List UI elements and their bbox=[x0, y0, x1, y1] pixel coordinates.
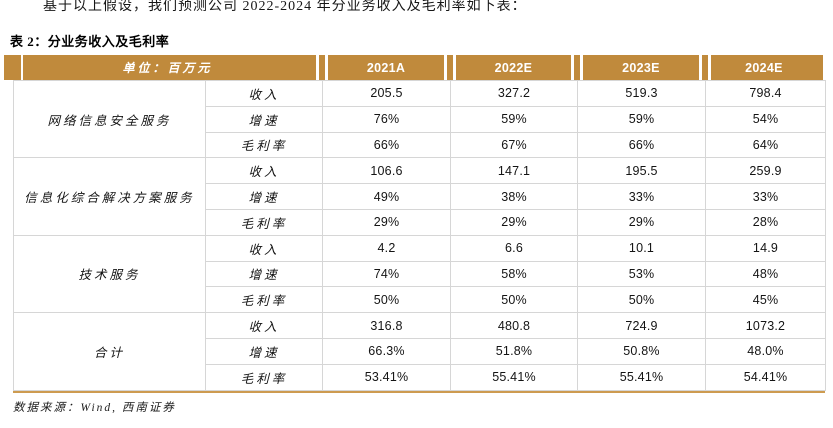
value-cell: 195.5 bbox=[577, 157, 706, 185]
value-cell: 51.8% bbox=[450, 337, 578, 365]
value-cell: 48% bbox=[705, 260, 826, 288]
table-row: 增速 74% 58% 53% 48% bbox=[14, 260, 826, 288]
unit-header-label: 单位：百万元 bbox=[122, 61, 213, 75]
category-cell: 合计 bbox=[13, 312, 206, 391]
value-cell: 53% bbox=[577, 260, 706, 288]
value-cell: 724.9 bbox=[577, 312, 706, 339]
table-row: 毛利率 50% 50% 50% 45% bbox=[14, 286, 826, 314]
header-divider bbox=[699, 55, 711, 80]
table-row: 合计 收入 316.8 480.8 724.9 1073.2 bbox=[13, 312, 826, 391]
metric-cell: 毛利率 bbox=[205, 286, 323, 314]
value-cell: 480.8 bbox=[450, 312, 578, 339]
header-divider bbox=[444, 55, 456, 80]
table-title: 表 2：分业务收入及毛利率 bbox=[10, 34, 170, 49]
metric-cell: 收入 bbox=[205, 312, 323, 339]
metric-cell: 增速 bbox=[205, 183, 323, 210]
metric-cell: 增速 bbox=[205, 337, 323, 365]
metric-cell: 收入 bbox=[205, 234, 323, 262]
table-row: 毛利率 53.41% 55.41% 55.41% 54.41% bbox=[14, 363, 826, 391]
value-cell: 147.1 bbox=[450, 157, 578, 185]
year-header-2021a: 2021A bbox=[366, 60, 406, 75]
value-cell: 66% bbox=[322, 131, 451, 159]
value-cell: 67% bbox=[450, 131, 578, 159]
value-cell: 53.41% bbox=[322, 363, 451, 391]
header-divider bbox=[21, 55, 23, 80]
value-cell: 59% bbox=[577, 105, 706, 133]
value-cell: 29% bbox=[450, 208, 578, 236]
table-row: 增速 49% 38% 33% 33% bbox=[14, 183, 826, 210]
value-cell: 29% bbox=[322, 208, 451, 236]
table-row: 毛利率 29% 29% 29% 28% bbox=[14, 208, 826, 236]
value-cell: 64% bbox=[705, 131, 826, 159]
value-cell: 4.2 bbox=[322, 234, 451, 262]
value-cell: 49% bbox=[322, 183, 451, 210]
metric-cell: 增速 bbox=[205, 260, 323, 288]
table-row: 网络信息安全服务 收入 205.5 327.2 519.3 798.4 bbox=[13, 79, 826, 159]
value-cell: 6.6 bbox=[450, 234, 578, 262]
table-row: 信息化综合解决方案服务 收入 106.6 147.1 195.5 259.9 bbox=[13, 157, 826, 236]
segment-revenue-table: 单位：百万元 2021A 2022E 2023E 2024E 网络信息安全服务 … bbox=[4, 55, 826, 393]
value-cell: 205.5 bbox=[322, 80, 451, 107]
value-cell: 10.1 bbox=[577, 234, 706, 262]
value-cell: 33% bbox=[577, 183, 706, 210]
category-cell: 技术服务 bbox=[13, 234, 206, 314]
table-header-band: 单位：百万元 2021A 2022E 2023E 2024E bbox=[4, 55, 823, 80]
metric-cell: 收入 bbox=[205, 80, 323, 107]
year-header-2022e: 2022E bbox=[494, 60, 533, 75]
category-cell: 网络信息安全服务 bbox=[13, 79, 206, 159]
metric-cell: 毛利率 bbox=[205, 131, 323, 159]
value-cell: 106.6 bbox=[322, 157, 451, 185]
year-header-2024e: 2024E bbox=[745, 60, 783, 75]
value-cell: 55.41% bbox=[450, 363, 578, 391]
value-cell: 519.3 bbox=[577, 80, 706, 107]
category-cell: 信息化综合解决方案服务 bbox=[13, 157, 206, 236]
value-cell: 50% bbox=[450, 286, 578, 314]
value-cell: 50% bbox=[322, 286, 451, 314]
intro-paragraph: 基于以上假设，我们预测公司 2022-2024 年分业务收入及毛利率如下表： bbox=[43, 0, 527, 14]
value-cell: 50% bbox=[577, 286, 706, 314]
value-cell: 66% bbox=[577, 131, 706, 159]
value-cell: 28% bbox=[705, 208, 826, 236]
table-row: 增速 66.3% 51.8% 50.8% 48.0% bbox=[14, 337, 826, 365]
metric-cell: 毛利率 bbox=[205, 363, 323, 391]
value-cell: 55.41% bbox=[577, 363, 706, 391]
value-cell: 45% bbox=[705, 286, 826, 314]
value-cell: 58% bbox=[450, 260, 578, 288]
value-cell: 1073.2 bbox=[705, 312, 826, 339]
metric-cell: 增速 bbox=[205, 105, 323, 133]
header-divider bbox=[571, 55, 583, 80]
value-cell: 38% bbox=[450, 183, 578, 210]
metric-cell: 收入 bbox=[205, 157, 323, 185]
value-cell: 74% bbox=[322, 260, 451, 288]
value-cell: 259.9 bbox=[705, 157, 826, 185]
value-cell: 798.4 bbox=[705, 80, 826, 107]
metric-cell: 毛利率 bbox=[205, 208, 323, 236]
value-cell: 29% bbox=[577, 208, 706, 236]
value-cell: 59% bbox=[450, 105, 578, 133]
value-cell: 54.41% bbox=[705, 363, 826, 391]
value-cell: 50.8% bbox=[577, 337, 706, 365]
value-cell: 327.2 bbox=[450, 80, 578, 107]
value-cell: 48.0% bbox=[705, 337, 826, 365]
table-row: 技术服务 收入 4.2 6.6 10.1 14.9 bbox=[13, 234, 826, 314]
value-cell: 76% bbox=[322, 105, 451, 133]
table-bottom-rule bbox=[13, 390, 825, 393]
header-divider bbox=[316, 55, 328, 80]
data-source-note: 数据来源：Wind, 西南证券 bbox=[13, 402, 176, 414]
value-cell: 14.9 bbox=[705, 234, 826, 262]
year-header-2023e: 2023E bbox=[622, 60, 660, 75]
value-cell: 33% bbox=[705, 183, 826, 210]
value-cell: 54% bbox=[705, 105, 826, 133]
value-cell: 316.8 bbox=[322, 312, 451, 339]
table-body: 网络信息安全服务 收入 205.5 327.2 519.3 798.4 增速 7… bbox=[13, 79, 826, 391]
value-cell: 66.3% bbox=[322, 337, 451, 365]
